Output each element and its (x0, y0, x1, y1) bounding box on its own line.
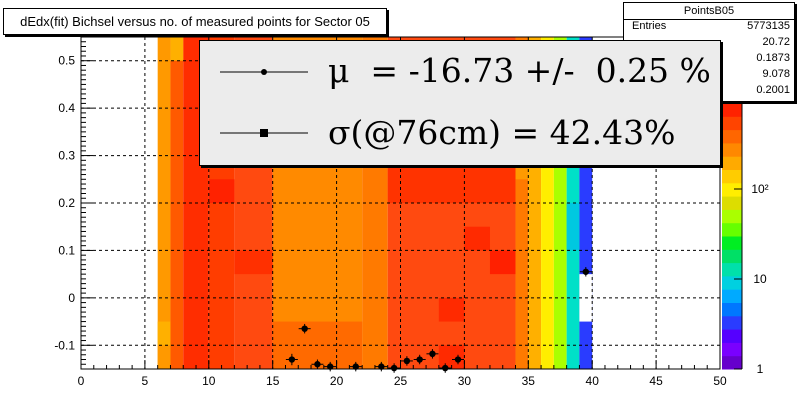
data-point-2 (314, 361, 321, 368)
heatmap-cell-0 (170, 37, 184, 61)
data-point-12 (582, 268, 590, 275)
x-tick-label-9: 45 (649, 374, 663, 388)
data-point-4 (352, 363, 359, 370)
data-point-5 (378, 363, 385, 370)
heatmap-cell-12 (566, 203, 580, 251)
stats-title: PointsB05 (624, 3, 794, 20)
colorbar-band-0 (722, 355, 742, 370)
colorbar-band-8 (722, 249, 742, 264)
stat-value-rms-y: 0.2001 (756, 84, 790, 96)
x-tick-label-4: 20 (330, 374, 344, 388)
heatmap-cell-8 (489, 250, 516, 275)
data-point-3 (327, 363, 334, 370)
colorbar-band-6 (722, 275, 742, 290)
heatmap-cell-4 (234, 250, 273, 275)
data-point-1 (301, 325, 308, 332)
stat-value-entries: 5773135 (747, 20, 790, 32)
colorbar-band-18 (722, 116, 742, 131)
x-tick-label-10: 50 (713, 374, 727, 388)
x-tick-label-1: 5 (142, 374, 149, 388)
colorbar-band-11 (722, 209, 742, 224)
colorbar-band-17 (722, 129, 742, 144)
colorbar-band-3 (722, 315, 742, 330)
stat-label-entries: Entries (632, 20, 667, 32)
y-tick-label-5: 0.4 (58, 101, 75, 115)
colorbar-band-14 (722, 169, 742, 184)
colorbar-band-12 (722, 196, 742, 210)
colorbar-band-9 (722, 236, 742, 250)
y-tick-label-4: 0.3 (58, 149, 75, 163)
legend-marker-sigma (260, 129, 268, 137)
y-tick-label-2: 0.1 (58, 243, 75, 257)
fit-mean-text: μ = -16.73 +/- 0.25 % (328, 51, 711, 90)
heatmap-cell-1 (157, 321, 171, 346)
x-tick-label-8: 40 (586, 374, 600, 388)
fit-sigma-text: σ(@76cm) = 42.43% (328, 113, 676, 152)
x-tick-label-0: 0 (78, 374, 85, 388)
chart-title-box: dEdx(fit) Bichsel versus no. of measured… (3, 8, 387, 35)
x-tick-label-7: 35 (522, 374, 536, 388)
heatmap-column-1 (170, 37, 184, 369)
legend-marker-mu (261, 69, 267, 75)
colorbar-band-16 (722, 142, 742, 157)
colorbar-band-7 (722, 262, 742, 277)
colorbar-tick-label-0: 1 (757, 362, 764, 376)
data-point-7 (403, 357, 411, 365)
data-point-6 (390, 364, 398, 372)
colorbar-tick-label-1: 10 (753, 272, 767, 286)
heatmap-cell-9 (438, 297, 465, 322)
y-tick-label-6: 0.5 (58, 54, 75, 68)
stat-value-mean-y: 0.1873 (756, 52, 790, 64)
stat-value-rms-x: 9.078 (762, 68, 790, 80)
x-tick-label-5: 25 (394, 374, 408, 388)
chart-title: dEdx(fit) Bichsel versus no. of measured… (20, 14, 370, 29)
colorbar-band-10 (722, 222, 742, 237)
y-tick-label-0: -0.1 (54, 338, 75, 352)
heatmap-cell-7 (464, 226, 490, 251)
colorbar-band-19 (722, 103, 742, 117)
heatmap-cell-3 (208, 179, 235, 203)
colorbar-band-13 (722, 182, 742, 197)
data-point-11 (454, 356, 462, 363)
x-tick-label-6: 30 (458, 374, 472, 388)
x-tick-label-2: 10 (202, 374, 216, 388)
heatmap-column-0 (157, 37, 171, 369)
data-point-8 (416, 356, 423, 363)
data-point-10 (442, 364, 449, 372)
colorbar-tick-label-2: 10² (751, 182, 768, 196)
colorbar-band-2 (722, 329, 742, 343)
colorbar-band-5 (722, 289, 742, 303)
colorbar-band-1 (722, 342, 742, 357)
y-tick-label-3: 0.2 (58, 196, 75, 210)
legend-markers (220, 69, 308, 137)
fit-legend-box: μ = -16.73 +/- 0.25 % σ(@76cm) = 42.43% (199, 40, 721, 166)
data-point-0 (288, 356, 296, 363)
colorbar-band-4 (722, 302, 742, 317)
heatmap-cell-2 (157, 345, 171, 369)
colorbar-band-15 (722, 156, 742, 170)
x-tick-label-3: 15 (266, 374, 280, 388)
stat-value-mean-x: 20.72 (762, 36, 790, 48)
y-tick-label-1: 0 (68, 291, 75, 305)
data-point-9 (429, 350, 436, 358)
